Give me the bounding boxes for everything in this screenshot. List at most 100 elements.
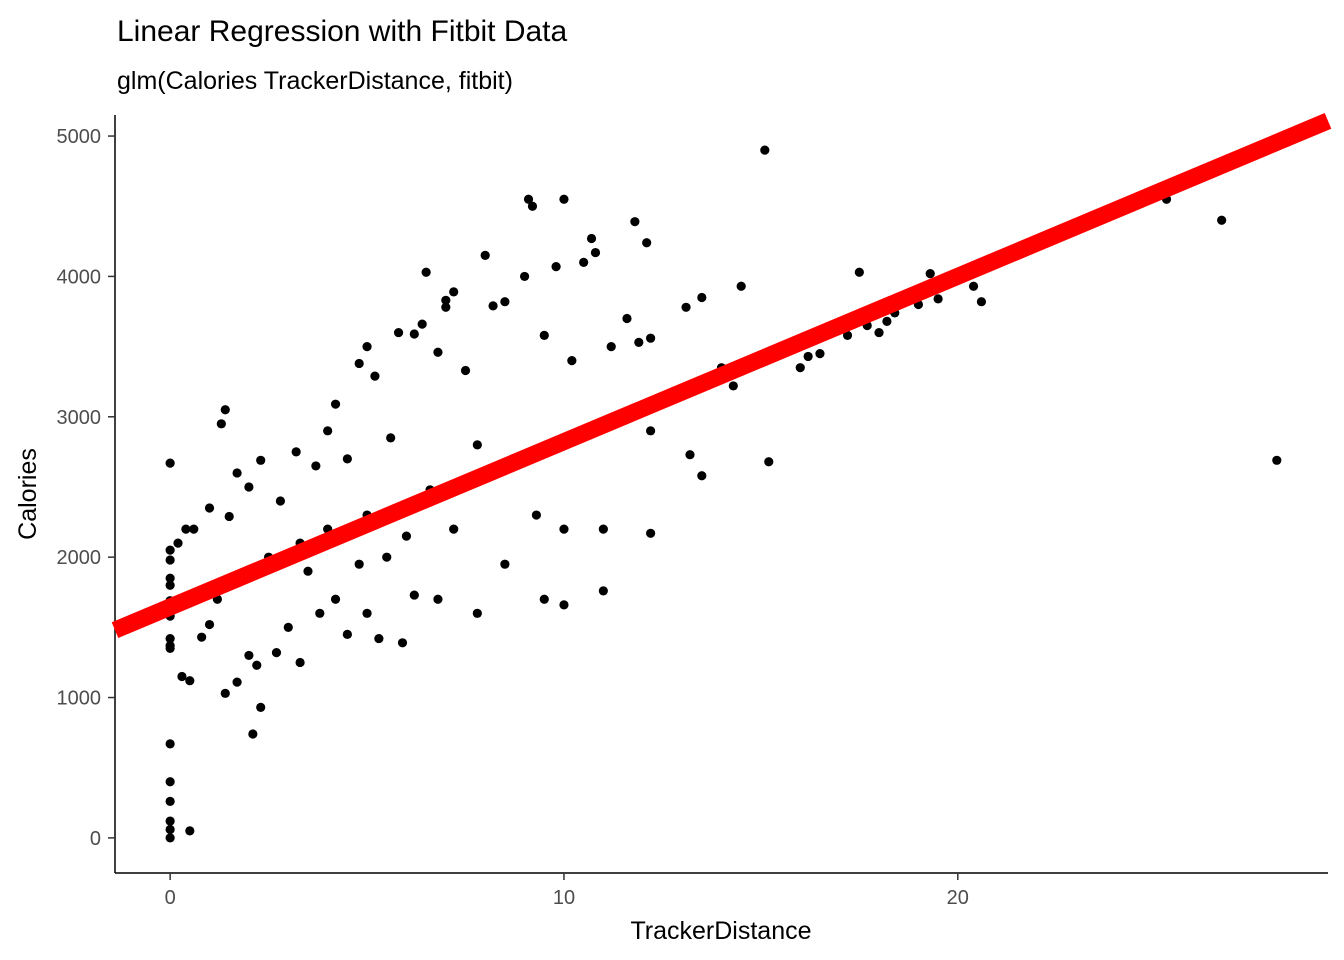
data-point [291,447,301,457]
data-point [173,538,183,548]
y-tick-label: 3000 [57,407,102,429]
data-point [165,643,175,654]
data-point [882,316,892,326]
data-point [374,633,384,644]
data-point [354,358,364,369]
data-point [472,440,482,450]
data-point [433,347,443,357]
chart-subtitle: glm(Calories TrackerDistance, fitbit) [117,67,513,95]
data-point [472,608,482,618]
data-point [634,337,644,347]
y-axis: 0 1000 2000 3000 4000 5000 [57,115,116,873]
data-point [480,250,490,260]
data-point [165,824,175,835]
data-point [925,269,935,279]
y-tick-label: 1000 [57,688,102,710]
data-point [559,600,569,610]
data-point [681,302,691,312]
y-tick-label: 2000 [57,547,102,569]
data-point [165,796,175,807]
data-point [204,503,215,513]
x-tick-label: 20 [947,887,969,909]
data-point [976,297,987,307]
data-point [685,450,695,460]
data-point [421,267,431,277]
data-point [598,586,608,596]
y-tick-label: 4000 [57,266,102,288]
data-point [275,496,286,506]
data-point [220,688,230,698]
data-point [220,405,230,415]
data-point [551,262,561,272]
data-point [646,333,656,343]
data-point [165,573,175,583]
data-point [586,233,597,244]
data-point [1272,455,1282,465]
chart-title: Linear Regression with Fitbit Data [117,15,568,48]
data-point [185,826,195,836]
x-axis-title: TrackerDistance [630,917,811,945]
data-point [567,356,577,366]
regression-line [111,113,1332,638]
data-point [165,545,175,555]
data-point [559,194,569,204]
data-point [232,468,242,478]
data-point [933,294,943,304]
data-point [177,671,187,682]
data-point [590,247,601,258]
data-point [409,329,419,339]
data-point [500,559,510,569]
data-point [646,528,656,538]
data-point [642,238,652,248]
data-point [323,426,333,436]
data-point [197,632,207,642]
data-point [244,650,254,661]
x-tick-label: 10 [553,887,575,909]
data-point [1217,215,1227,225]
data-point [433,594,443,604]
data-point [449,287,459,297]
data-point [362,608,372,618]
data-point [252,660,262,670]
data-point [539,330,549,340]
y-axis-title: Calories [14,448,42,540]
data-point [728,381,738,391]
data-point [248,729,258,739]
data-point [330,594,341,604]
data-point [842,330,853,340]
data-point [311,461,321,471]
data-point [165,555,175,565]
data-point [185,676,195,686]
data-point [232,677,242,687]
data-point [441,302,451,312]
data-point [354,559,364,569]
data-point [630,217,640,227]
data-point [244,482,254,492]
data-point [523,194,534,204]
data-point [539,594,549,604]
data-point [646,426,656,436]
data-point [417,319,427,329]
data-point [697,292,707,303]
data-point [256,702,266,712]
data-point [330,399,341,409]
data-point [165,580,175,590]
data-point [397,638,408,648]
y-tick-label: 5000 [57,126,102,148]
data-point [165,833,175,843]
data-point [559,524,569,534]
y-tick-label: 0 [90,828,101,850]
regression-layer [111,113,1332,638]
data-point [500,297,510,307]
x-axis: 0 10 20 [115,872,1328,909]
data-point [181,524,191,534]
data-point [736,281,746,291]
data-point [224,511,234,522]
data-point [409,590,419,600]
data-point [295,657,305,668]
data-point [449,524,459,534]
data-point [165,816,175,826]
data-point [579,257,589,267]
data-point [531,510,541,520]
data-point [519,271,530,282]
